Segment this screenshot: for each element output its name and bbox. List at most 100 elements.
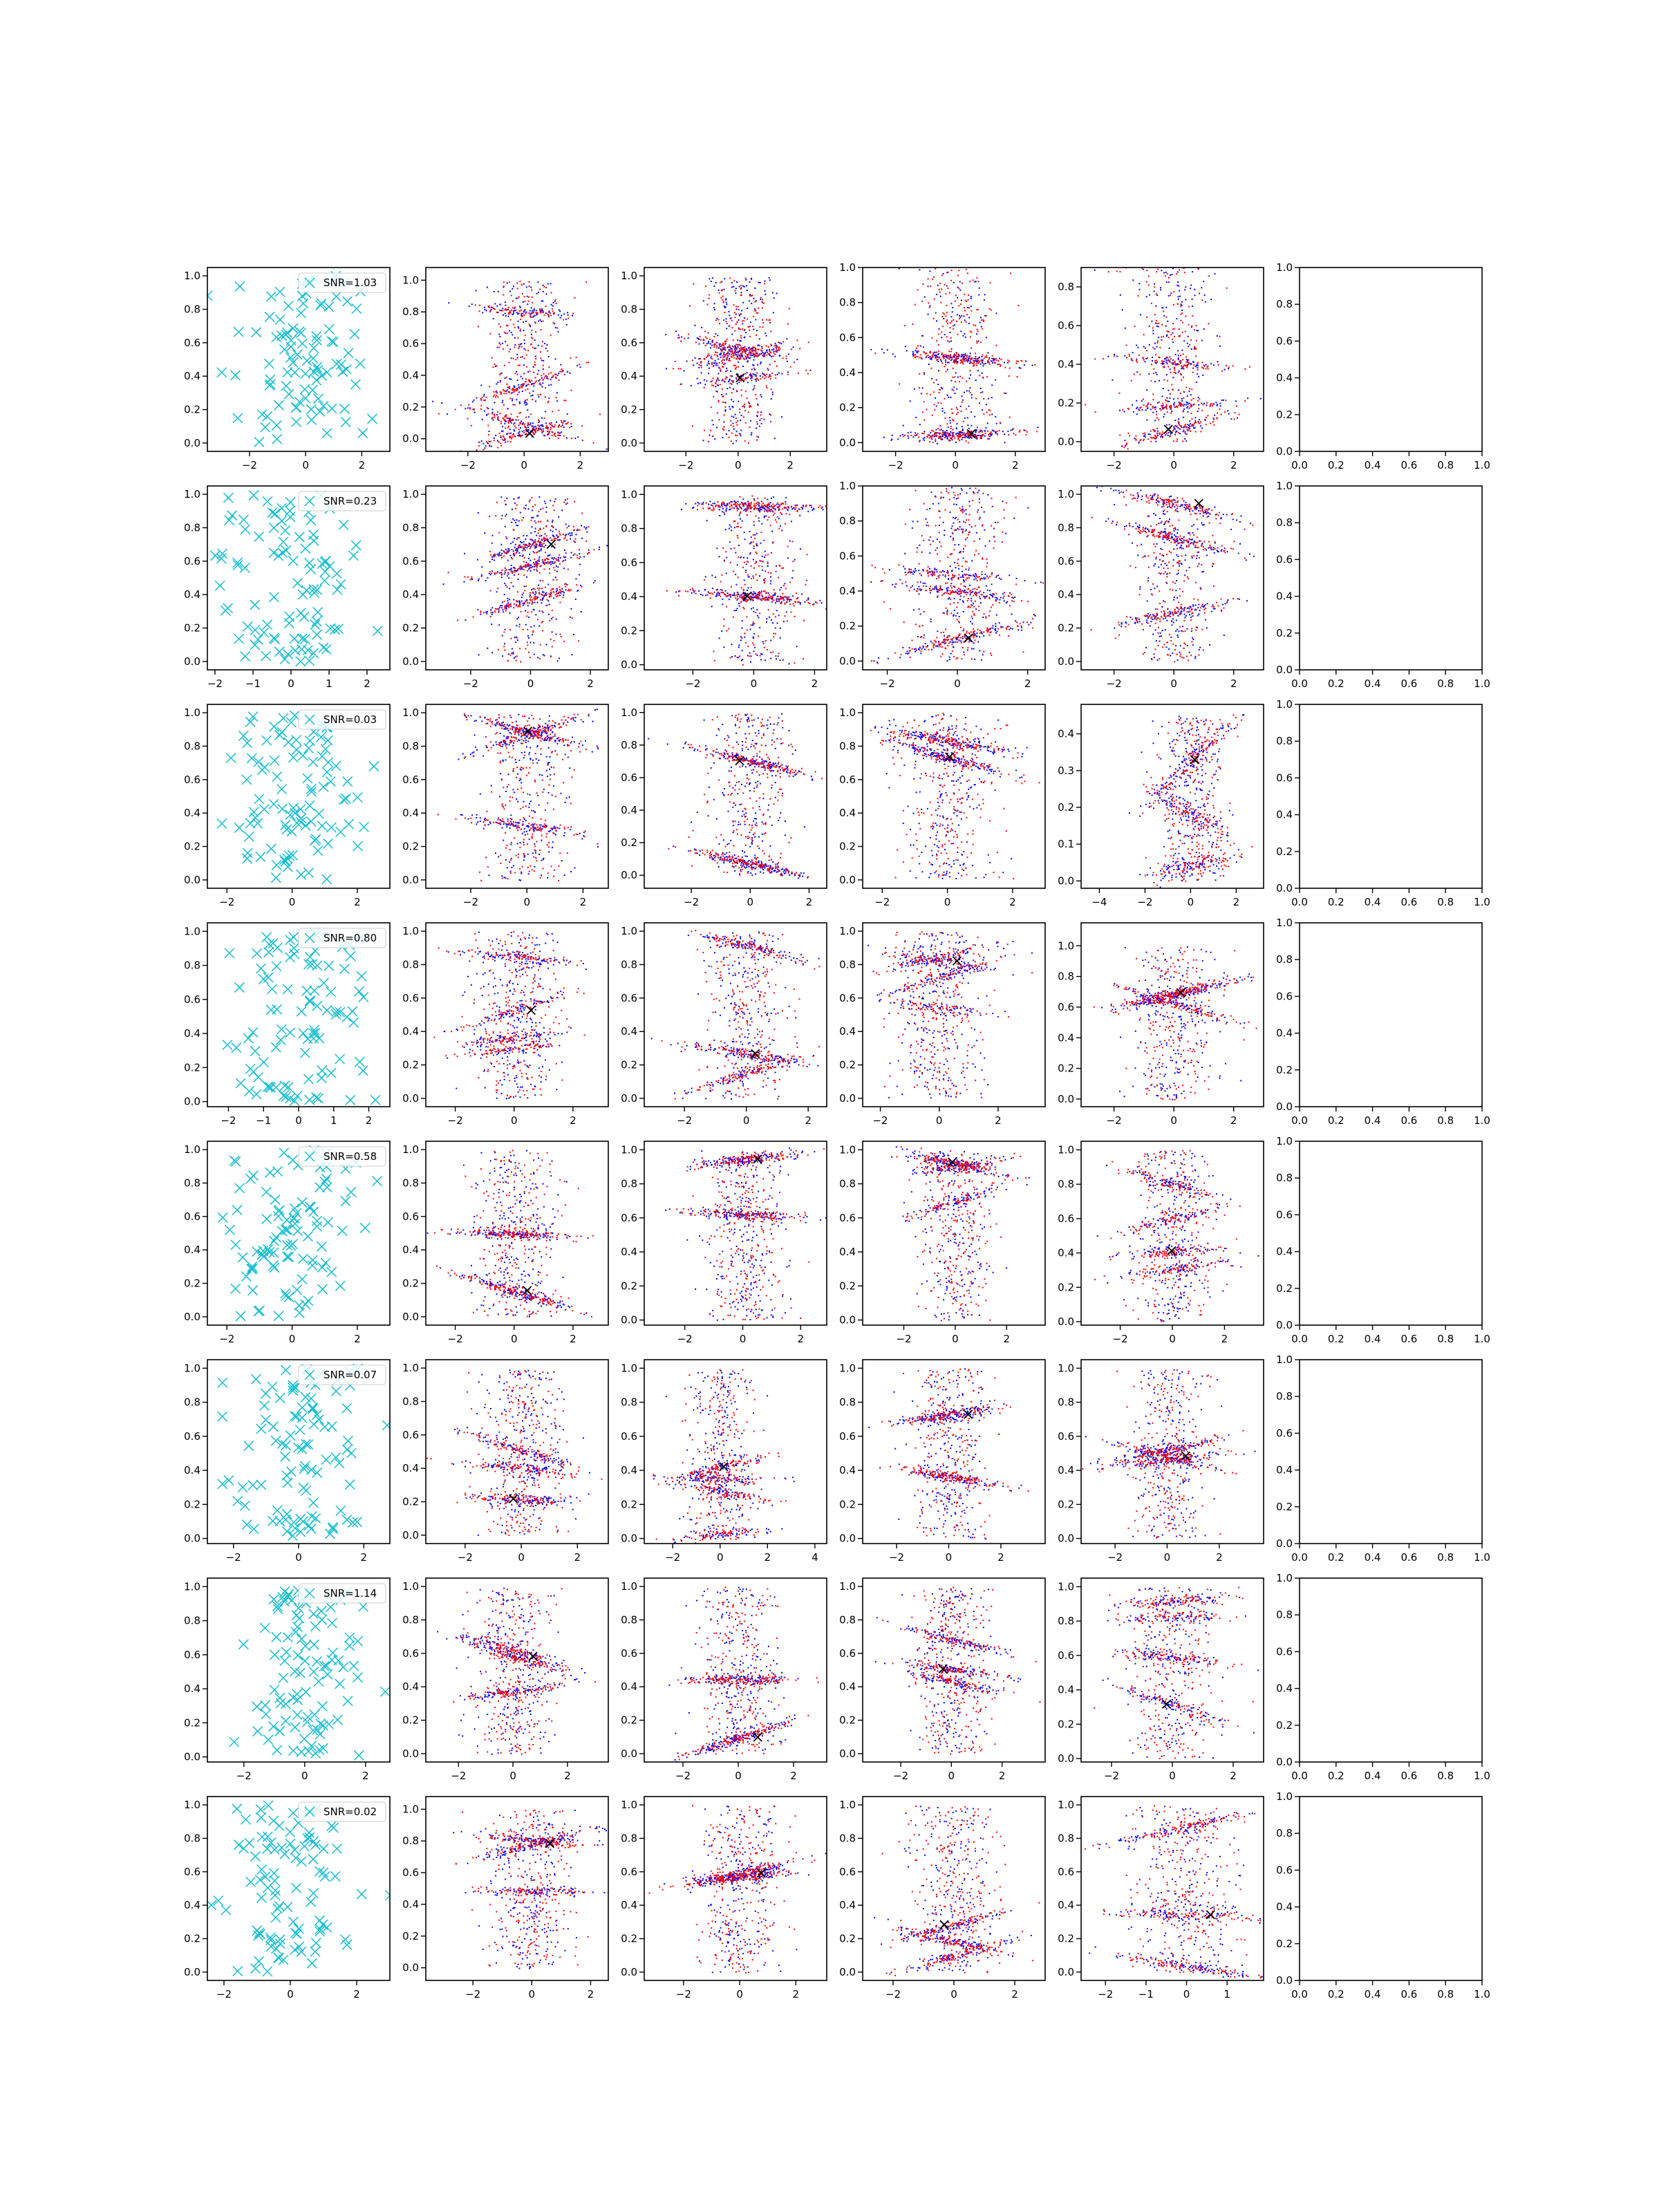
row5-panel2-points xyxy=(427,1150,594,1318)
row4-panel1-legend-label: SNR=0.80 xyxy=(324,932,377,944)
data-point xyxy=(355,358,366,369)
row6-panel1-legend-marker xyxy=(304,1369,315,1380)
row8-panel3-ytick-label: 0.2 xyxy=(621,1933,637,1945)
data-point xyxy=(268,547,279,559)
row5-panel2-ytick-label: 0.0 xyxy=(402,1311,419,1323)
row7-panel2-ytick-label: 0.2 xyxy=(402,1714,419,1727)
row4-panel3-ytick-label: 0.8 xyxy=(621,958,637,971)
row5-panel4-ytick-label: 0.6 xyxy=(839,1212,856,1224)
row1-panel6-xtick-label: 0.4 xyxy=(1365,459,1381,471)
row1-panel3-xtick-label: 0 xyxy=(735,459,742,471)
row5-panel6-frame xyxy=(1299,1141,1483,1326)
row4-panel4-ytick-label: 0.6 xyxy=(839,992,856,1004)
row7-panel4-xtick-label: 2 xyxy=(999,1770,1006,1782)
data-point xyxy=(281,327,292,338)
row6-panel2-points xyxy=(427,1369,608,1536)
data-point xyxy=(285,717,297,728)
row2-panel6-xtick-label: 0.2 xyxy=(1328,677,1344,690)
row6-panel2: −2 0 2 0.0 0.2 0.4 0.6 0.8 1.0 xyxy=(402,1359,609,1564)
data-point xyxy=(269,1685,280,1696)
row2-panel6-ytick-label: 0.6 xyxy=(1276,553,1293,565)
row6-panel5-frame xyxy=(1080,1359,1264,1544)
row3-panel6-ytick-label: 0.2 xyxy=(1276,845,1293,858)
data-point xyxy=(224,1224,235,1235)
data-point xyxy=(303,742,315,754)
data-point xyxy=(294,1424,306,1435)
row8-panel1-ytick-label: 0.4 xyxy=(184,1899,200,1911)
row6-panel4-ytick-label: 0.6 xyxy=(839,1430,856,1443)
row3-panel4: −2 0 2 0.0 0.2 0.4 0.6 0.8 1.0 xyxy=(839,704,1046,908)
row3-panel2-xtick-label: 2 xyxy=(580,896,587,908)
row7-panel4: −2 0 2 0.0 0.2 0.4 0.6 0.8 1.0 xyxy=(839,1577,1046,1782)
row4-panel2-ytick-label: 0.2 xyxy=(402,1059,419,1071)
row6-panel2-frame xyxy=(425,1359,609,1544)
data-point xyxy=(278,1954,289,1965)
data-point xyxy=(271,1232,282,1243)
data-point xyxy=(352,1517,363,1528)
row6-panel5-ytick-label: 1.0 xyxy=(1058,1362,1074,1374)
data-point xyxy=(290,1523,301,1534)
data-point xyxy=(216,818,227,829)
data-point xyxy=(346,1187,357,1198)
data-point xyxy=(320,744,331,755)
row2-panel5-ytick-label: 0.4 xyxy=(1058,588,1074,601)
row2-panel6-frame xyxy=(1299,485,1483,671)
data-point xyxy=(308,648,319,659)
data-series-red xyxy=(427,1369,608,1536)
data-point xyxy=(311,331,322,342)
data-point xyxy=(341,1403,353,1414)
data-point xyxy=(260,422,271,433)
data-point xyxy=(291,1882,302,1893)
row2-panel1-ytick-label: 0.4 xyxy=(184,588,200,601)
data-point xyxy=(330,1385,341,1397)
row5-panel6-xtick-label: 0.4 xyxy=(1365,1333,1381,1345)
row5-panel4-points xyxy=(891,1146,1030,1322)
data-point xyxy=(290,1944,301,1956)
row7-panel5-ytick-label: 0.0 xyxy=(1058,1752,1074,1765)
data-point xyxy=(292,1929,303,1940)
row5-panel1-xtick-label: 2 xyxy=(354,1333,361,1345)
row3-panel3-points xyxy=(648,713,823,879)
row4-panel3-points xyxy=(650,923,821,1100)
data-point xyxy=(328,1524,339,1535)
data-point xyxy=(234,982,245,993)
row7-panel2-ytick-label: 0.6 xyxy=(402,1647,419,1660)
data-point xyxy=(344,1479,355,1490)
row3-panel2-ytick-label: 0.8 xyxy=(402,740,419,752)
data-point xyxy=(267,984,278,995)
data-point xyxy=(281,1251,293,1262)
data-point xyxy=(371,1176,383,1187)
row8-panel4-xtick-label: −2 xyxy=(885,1988,901,2000)
data-point xyxy=(341,1515,353,1526)
data-point xyxy=(283,1251,294,1262)
row8-panel5-ytick-label: 0.4 xyxy=(1058,1899,1074,1911)
data-point xyxy=(265,291,277,302)
row8-panel6-xtick-label: 0.4 xyxy=(1365,1988,1381,2000)
row4-panel4-ytick-label: 1.0 xyxy=(839,925,856,937)
data-point xyxy=(229,1155,240,1166)
data-point xyxy=(280,856,291,868)
data-point xyxy=(306,404,317,415)
data-point xyxy=(260,1871,271,1882)
row4-panel5-ytick-label: 1.0 xyxy=(1058,939,1074,952)
data-point xyxy=(310,1946,321,1957)
center-marker xyxy=(526,1005,536,1015)
data-point xyxy=(285,809,296,821)
data-point xyxy=(298,1482,309,1493)
data-point xyxy=(282,1902,293,1913)
row2-panel1-xtick-label: −2 xyxy=(207,677,223,690)
data-point xyxy=(265,1932,276,1943)
data-point xyxy=(282,861,293,872)
data-point xyxy=(302,773,313,784)
row8-panel6-xtick-label: 0.0 xyxy=(1291,1988,1308,2000)
data-point xyxy=(303,1520,315,1531)
data-point xyxy=(265,1837,276,1848)
data-point xyxy=(343,348,354,359)
row3-panel6-xtick-label: 1.0 xyxy=(1474,896,1490,908)
data-point xyxy=(289,367,301,378)
row4-panel4-frame xyxy=(862,922,1046,1107)
data-point xyxy=(310,619,321,630)
data-point xyxy=(288,357,299,368)
row1-panel5-ytick-label: 0.8 xyxy=(1058,281,1074,293)
row1-panel1-ytick-label: 1.0 xyxy=(184,270,200,282)
